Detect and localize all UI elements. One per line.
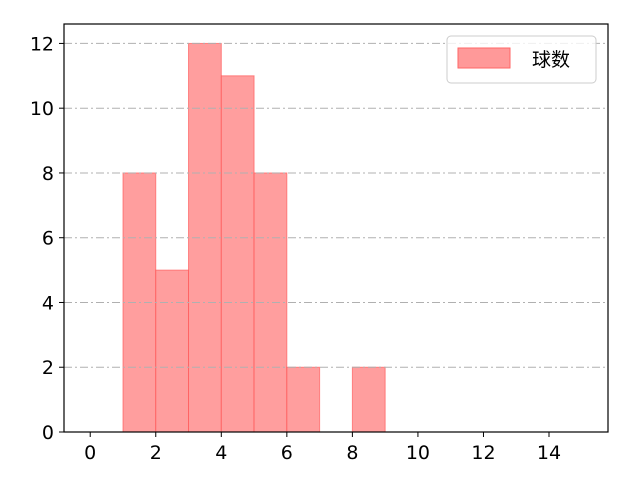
y-tick-label: 2 xyxy=(42,357,54,379)
y-tick-label: 8 xyxy=(42,163,54,185)
legend-label: 球数 xyxy=(532,49,570,71)
x-tick-label: 0 xyxy=(84,442,96,464)
x-tick-label: 12 xyxy=(471,442,495,464)
y-tick-label: 4 xyxy=(42,292,54,314)
x-tick-label: 8 xyxy=(346,442,358,464)
plot-frame xyxy=(63,23,609,433)
y-tick-label: 10 xyxy=(30,98,54,120)
x-tick-label: 10 xyxy=(406,442,430,464)
y-tick-label: 12 xyxy=(30,33,54,55)
x-tick-label: 2 xyxy=(150,442,162,464)
histogram-bar xyxy=(351,366,386,433)
histogram-bar xyxy=(286,366,321,433)
y-tick-label: 0 xyxy=(42,422,54,444)
histogram-bar xyxy=(220,75,255,433)
x-tick-label: 4 xyxy=(215,442,227,464)
x-tick-label: 14 xyxy=(537,442,561,464)
histogram-bar xyxy=(155,269,190,433)
legend-swatch xyxy=(457,47,511,69)
y-tick-label: 6 xyxy=(42,228,54,250)
x-tick-label: 6 xyxy=(281,442,293,464)
legend: 球数 xyxy=(446,35,597,84)
